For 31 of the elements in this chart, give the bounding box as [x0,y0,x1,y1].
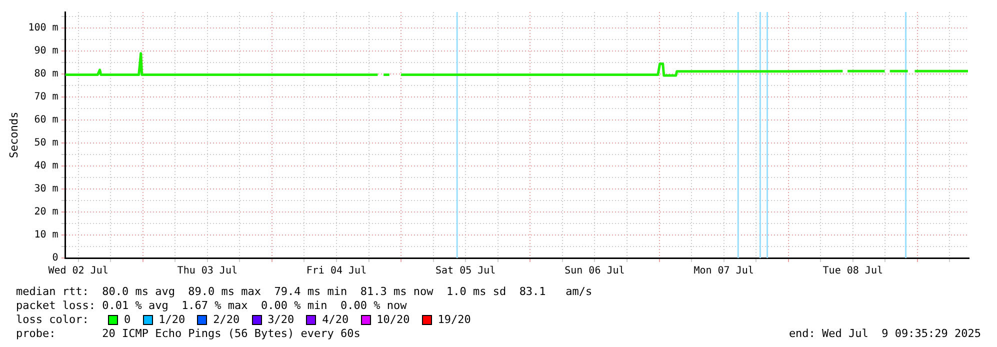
x-tick-label: Thu 03 Jul [177,266,238,277]
y-tick-label: 40 m [34,160,58,172]
y-tick-label: 60 m [34,114,58,126]
x-tick-label: Sat 05 Jul [435,266,496,277]
y-tick-label: 50 m [34,138,58,149]
text: 3/20 [268,313,294,327]
text: 2/20 [213,313,240,327]
x-tick-label: Sun 06 Jul [564,266,625,277]
x-tick-label: Tue 08 Jul [822,266,884,277]
y-axis-title: Seconds [7,112,20,158]
y-tick-label: 0 [52,252,58,264]
y-tick-label: 30 m [34,184,58,195]
text: 19/20 [438,313,471,327]
y-tick-label: 10 m [34,230,58,241]
text: end: Wed Jul 9 09:35:29 2025 [788,327,981,341]
text: median rtt: 80.0 ms avg 89.0 ms max 79.4 ms min 81.3 ms now 1.0 ms sd 83.1 am/s [16,285,594,299]
text: 10/20 [376,313,410,327]
y-tick-label: 70 m [34,92,58,103]
y-tick-label: 100 m [28,22,58,34]
x-tick-label: Mon 07 Jul [694,266,754,277]
x-tick-label: Fri 04 Jul [306,266,367,277]
text: packet loss: 0.01 % avg 1.67 % max 0.00 % min 0.00 % now [16,299,408,313]
text: loss color: [16,313,90,327]
text: probe: 20 ICMP Echo Pings (56 Bytes) every 60s [16,327,360,341]
text: 4/20 [322,313,349,327]
y-tick-label: 90 m [34,46,58,57]
text: 0 [124,313,131,327]
x-tick-label: Wed 02 Jul [48,266,108,277]
y-tick-label: 80 m [34,68,58,80]
y-tick-label: 20 m [34,206,58,218]
text: 1/20 [158,313,186,327]
